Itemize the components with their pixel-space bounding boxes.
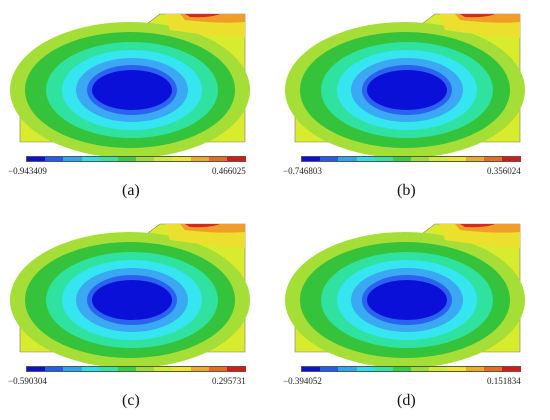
colorbar-segment [483, 157, 503, 161]
band-red [185, 14, 220, 18]
colorbar-segment [63, 367, 83, 371]
colorbar-segment [447, 367, 467, 371]
panel-a: −0.943409 0.466025 (a) [0, 0, 275, 210]
contour-plot-a [10, 13, 250, 158]
colorbar-segment [117, 367, 138, 371]
colorbar-segment [226, 157, 247, 161]
colorbar-segment [81, 367, 101, 371]
colorbar-segment [45, 367, 65, 371]
panel-d: −0.394052 0.151834 (d) [275, 210, 550, 420]
colorbar-segment [27, 157, 47, 161]
min-label-a: −0.943409 [8, 166, 47, 176]
caption-a: (a) [122, 182, 140, 199]
colorbar-segment [136, 367, 156, 371]
colorbar-segment [392, 157, 413, 161]
colorbar-segment [302, 157, 322, 161]
colorbar-segment [320, 367, 340, 371]
colorbar-segment [501, 367, 522, 371]
colorbar-segment [190, 157, 210, 161]
max-label-b: 0.356024 [487, 166, 521, 176]
colorbar-segment [27, 367, 47, 371]
caption-d: (d) [397, 392, 416, 409]
band-deep-blue [92, 280, 172, 320]
colorbar-segment [356, 157, 376, 161]
colorbar-segment [320, 157, 340, 161]
min-label-d: −0.394052 [283, 376, 322, 386]
colorbar-segment [429, 367, 449, 371]
caption-c: (c) [122, 392, 140, 409]
colorbar-segment [172, 157, 192, 161]
colorbar-segment [172, 367, 192, 371]
colorbar-segment [226, 367, 247, 371]
contour-plot-b [285, 13, 525, 158]
colorbar-segment [338, 157, 358, 161]
colorbar-segment [501, 157, 522, 161]
max-label-c: 0.295731 [212, 376, 246, 386]
colorbar-segment [465, 367, 485, 371]
colorbar-segment [154, 367, 174, 371]
contour-plot-d [285, 223, 525, 368]
colorbar-segment [45, 157, 65, 161]
colorbar-segment [338, 367, 358, 371]
colorbar-segment [447, 157, 467, 161]
colorbar-segment [392, 367, 413, 371]
colorbar-c [26, 366, 247, 372]
caption-b: (b) [397, 182, 416, 199]
colorbar-segment [483, 367, 503, 371]
colorbar-segment [374, 367, 394, 371]
colorbar-segment [429, 157, 449, 161]
contour-plot-c [10, 223, 250, 368]
min-label-b: −0.746803 [283, 166, 322, 176]
band-deep-blue [367, 70, 447, 110]
colorbar-segment [374, 157, 394, 161]
colorbar-a [26, 156, 247, 162]
panel-c: −0.590304 0.295731 (c) [0, 210, 275, 420]
colorbar-segment [356, 367, 376, 371]
max-label-a: 0.466025 [212, 166, 246, 176]
colorbar-segment [136, 157, 156, 161]
colorbar-segment [117, 157, 138, 161]
colorbar-segment [208, 157, 228, 161]
colorbar-segment [411, 157, 431, 161]
band-red [460, 14, 495, 18]
colorbar-segment [208, 367, 228, 371]
band-red [185, 224, 220, 228]
band-red [460, 224, 495, 228]
min-label-c: −0.590304 [8, 376, 47, 386]
colorbar-segment [465, 157, 485, 161]
colorbar-segment [81, 157, 101, 161]
colorbar-segment [302, 367, 322, 371]
panel-b: −0.746803 0.356024 (b) [275, 0, 550, 210]
colorbar-d [301, 366, 522, 372]
colorbar-segment [99, 367, 119, 371]
colorbar-segment [99, 157, 119, 161]
colorbar-segment [154, 157, 174, 161]
colorbar-segment [63, 157, 83, 161]
colorbar-b [301, 156, 522, 162]
colorbar-segment [190, 367, 210, 371]
max-label-d: 0.151834 [487, 376, 521, 386]
band-deep-blue [92, 70, 172, 110]
band-deep-blue [367, 280, 447, 320]
colorbar-segment [411, 367, 431, 371]
